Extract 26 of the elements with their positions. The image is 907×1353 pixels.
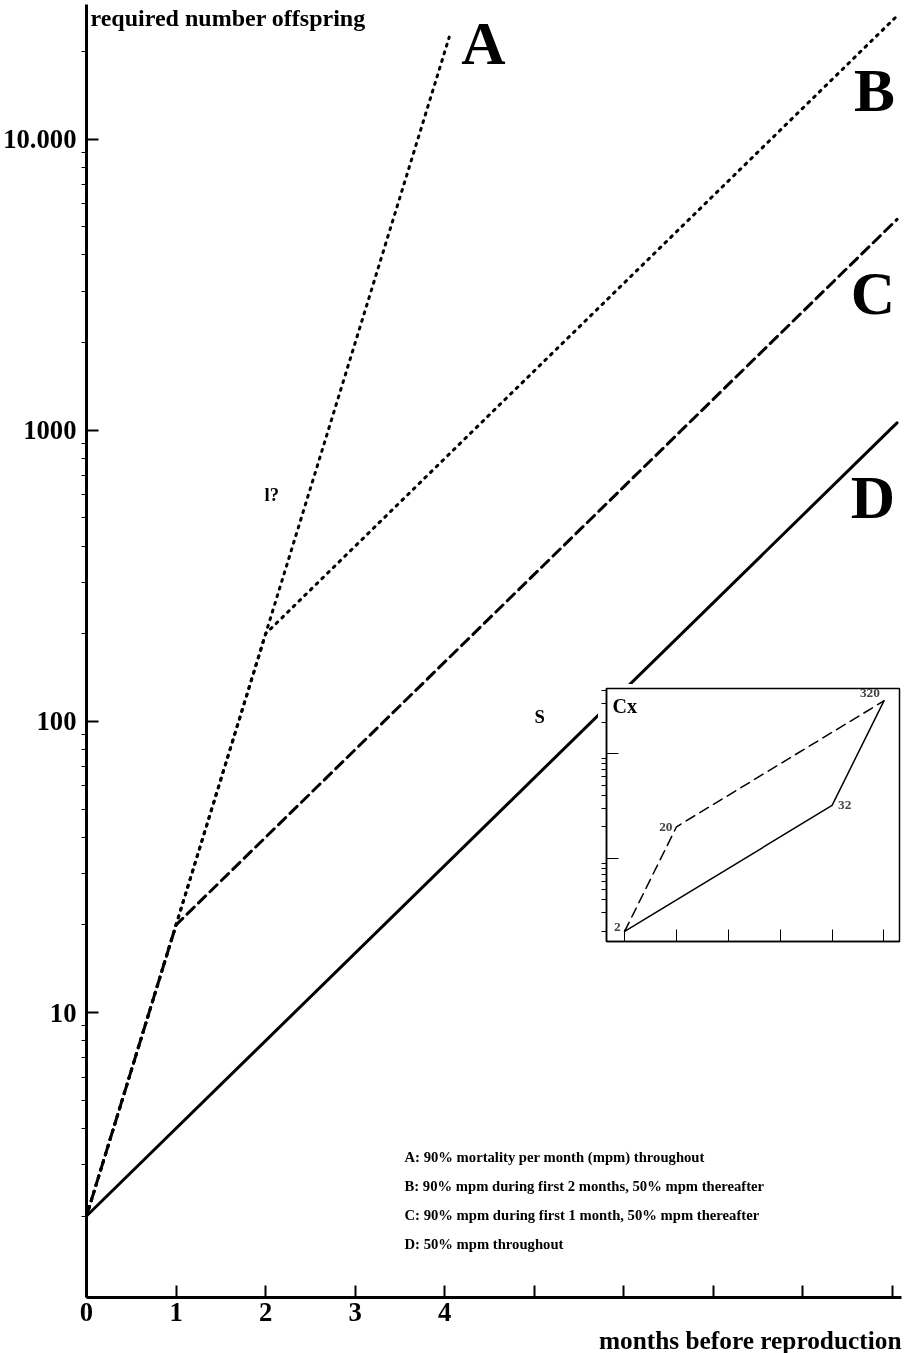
chart-title: Cx: [612, 694, 637, 717]
series-label: B: [854, 55, 896, 124]
annotation: B: 90% mpm during first 2 months, 50% mpm thereafter: [404, 1177, 765, 1194]
annotation: C: 90% mpm during first 1 month, 50% mpm thereafter: [404, 1206, 760, 1223]
data-label: 20: [659, 818, 673, 834]
data-label: 2: [613, 919, 621, 935]
x-axis-title: months before reproduction: [598, 1325, 902, 1353]
y-axis-title: required number offspring: [90, 4, 366, 31]
x-tick-label: 1: [169, 1296, 183, 1327]
annotation: S: [534, 706, 545, 727]
annotation: l?: [264, 484, 280, 505]
series-label: A: [461, 9, 506, 78]
x-tick-label: 2: [258, 1296, 273, 1327]
x-tick-label: 0: [79, 1296, 94, 1327]
x-tick-label: 3: [348, 1296, 362, 1327]
y-tick-label: 100: [36, 706, 77, 737]
y-tick-label: 1000: [23, 415, 77, 446]
x-tick-label: 4: [438, 1296, 452, 1327]
series-label: C: [850, 259, 896, 328]
annotation: D: 50% mpm throughout: [404, 1235, 564, 1252]
data-label: 32: [838, 797, 852, 813]
y-tick-label: 10.000: [3, 124, 77, 155]
y-tick-label: 10: [49, 997, 77, 1028]
data-label: 320: [859, 684, 881, 700]
annotation: A: 90% mortality per month (mpm) throughout: [404, 1148, 705, 1166]
series-label: D: [850, 462, 896, 531]
